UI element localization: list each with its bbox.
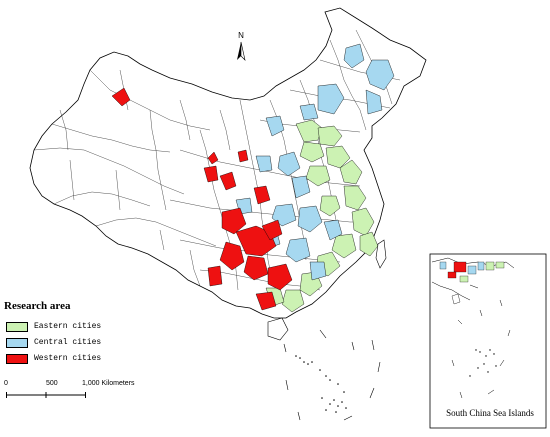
- legend-item-eastern: Eastern cities: [4, 319, 144, 334]
- nine-dash-line: [283, 329, 381, 421]
- legend-title: Research area: [4, 300, 71, 312]
- north-letter: N: [238, 31, 244, 40]
- eastern-cities: [265, 119, 379, 313]
- legend-label-eastern: Eastern cities: [34, 322, 102, 331]
- sea-islands: [295, 355, 347, 413]
- legend-label-western: Western cities: [34, 354, 102, 363]
- scale-bar: 0 500 1,000 Kilometers: [4, 380, 184, 410]
- legend-swatch-western: [6, 353, 28, 364]
- north-arrow: N: [233, 31, 249, 63]
- legend-label-central: Central cities: [34, 338, 102, 347]
- scale-tick-500: 500: [46, 380, 58, 387]
- scale-line: [6, 392, 86, 398]
- inset-caption: South China Sea Islands: [446, 408, 534, 418]
- inset-map: [429, 253, 547, 429]
- scale-tick-0: 0: [4, 380, 8, 387]
- western-cities: [111, 87, 293, 311]
- scale-tick-1000: 1,000 Kilometers: [82, 380, 135, 387]
- taiwan-island: [375, 239, 387, 269]
- legend-item-western: Western cities: [4, 351, 144, 366]
- legend-swatch-central: [6, 337, 28, 348]
- china-outline: [29, 7, 427, 319]
- legend: Research area Eastern cities Central cit…: [4, 300, 144, 367]
- legend-item-central: Central cities: [4, 335, 144, 350]
- scale-labels: 0 500 1,000 Kilometers: [4, 380, 184, 390]
- legend-swatch-eastern: [6, 321, 28, 332]
- hainan-island: [267, 317, 289, 341]
- north-arrow-icon: [237, 41, 246, 61]
